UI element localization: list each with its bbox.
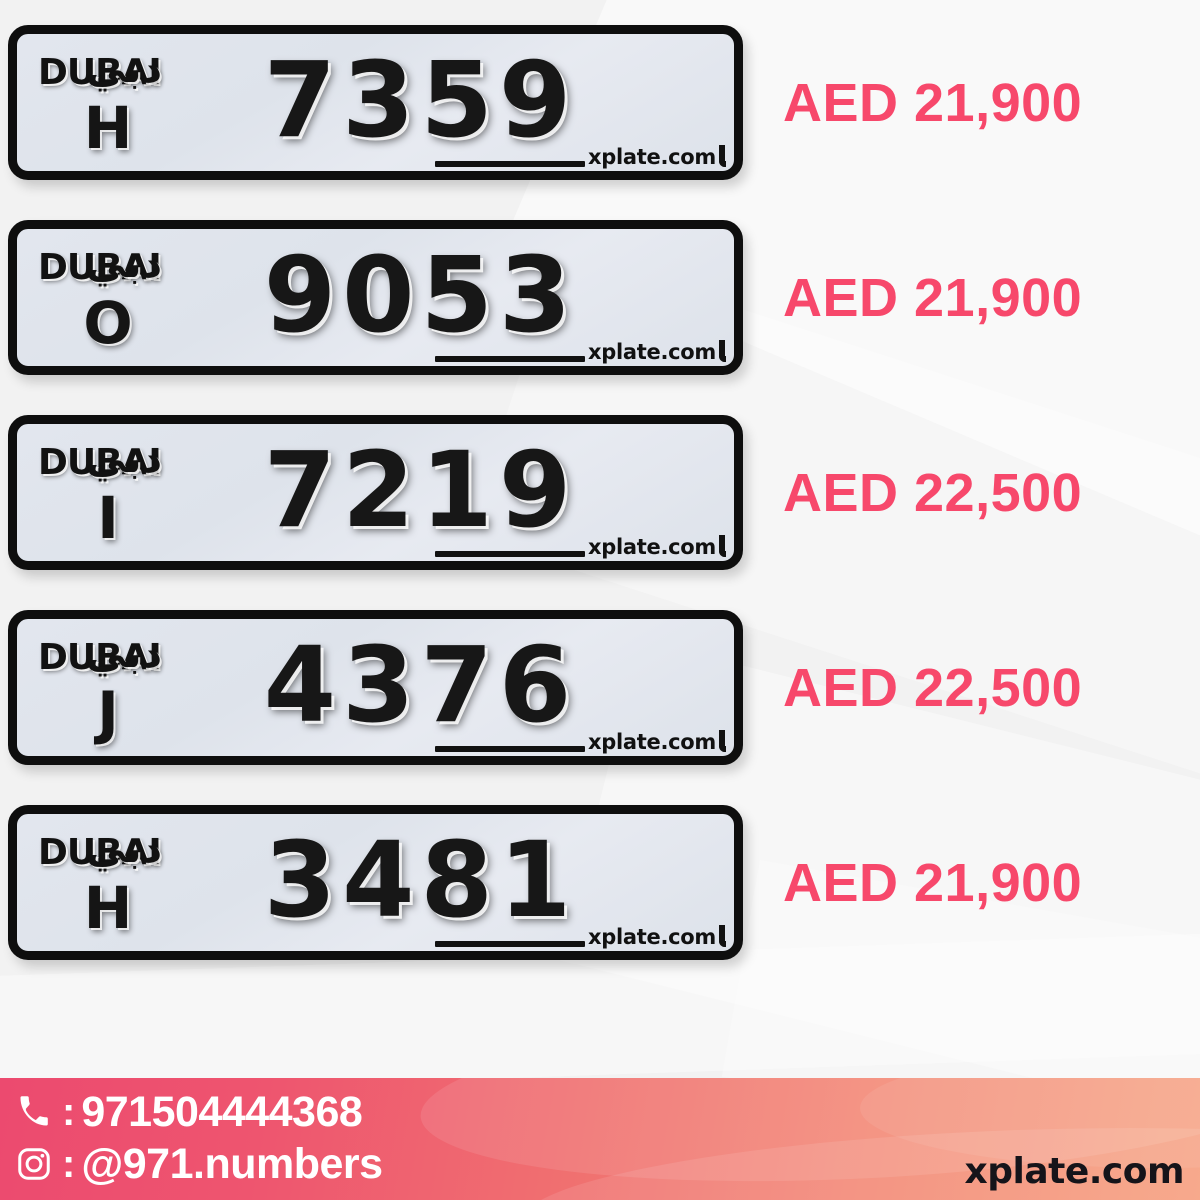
plate-row: DUBAI دبي O 9053 xplate.com AED 21,900 (0, 200, 1200, 395)
dubai-english-text: DUBAI (38, 831, 162, 873)
plate-price: AED 22,500 (783, 657, 1083, 718)
plate-price: AED 22,500 (783, 462, 1083, 523)
plate-container[interactable]: DUBAI دبي I 7219 xplate.com (0, 415, 750, 570)
plate-price: AED 21,900 (783, 267, 1083, 328)
plate-container[interactable]: DUBAI دبي H 3481 xplate.com (0, 805, 750, 960)
plate-number: 7359 (263, 38, 578, 161)
phone-icon (14, 1092, 54, 1132)
dubai-arabic-text: دبي (85, 45, 162, 92)
dubai-emblem: DUBAI دبي (38, 49, 178, 97)
plate-number: 4376 (263, 623, 578, 746)
dubai-arabic-text: دبي (85, 825, 162, 872)
footer-brand-logo[interactable]: xplate.com (964, 1151, 1184, 1192)
phone-number: 971504444368 (81, 1087, 363, 1136)
plate-code-letter: H (83, 873, 133, 942)
plate-row: DUBAI دبي J 4376 xplate.com AED 22,500 (0, 590, 1200, 785)
dubai-emblem: DUBAI دبي (38, 634, 178, 682)
dubai-emblem: DUBAI دبي (38, 244, 178, 292)
plate-container[interactable]: DUBAI دبي J 4376 xplate.com (0, 610, 750, 765)
footer-contact-block: : 971504444368 : @971.numbers (14, 1086, 383, 1190)
plate-number: 3481 (263, 818, 578, 941)
dubai-arabic-text: دبي (85, 240, 162, 287)
plate-price: AED 21,900 (783, 852, 1083, 913)
plate-left-block: DUBAI دبي J (17, 619, 199, 756)
instagram-contact-line[interactable]: : @971.numbers (14, 1138, 383, 1190)
plate-row: DUBAI دبي H 7359 xplate.com AED 21,900 (0, 5, 1200, 200)
plate-number: 7219 (263, 428, 578, 551)
plate-number: 9053 (263, 233, 578, 356)
license-plate[interactable]: DUBAI دبي H 3481 xplate.com (8, 805, 743, 960)
plate-container[interactable]: DUBAI دبي H 7359 xplate.com (0, 25, 750, 180)
plate-row: DUBAI دبي I 7219 xplate.com AED 22,500 (0, 395, 1200, 590)
license-plate[interactable]: DUBAI دبي O 9053 xplate.com (8, 220, 743, 375)
instagram-separator: : (62, 1142, 76, 1186)
plate-left-block: DUBAI دبي O (17, 229, 199, 366)
plate-price: AED 21,900 (783, 72, 1083, 133)
dubai-emblem: DUBAI دبي (38, 829, 178, 877)
instagram-icon (14, 1144, 54, 1184)
dubai-arabic-text: دبي (85, 630, 162, 677)
plate-code-letter: O (83, 288, 133, 357)
plate-listing: DUBAI دبي H 7359 xplate.com AED 21,900 (0, 5, 1200, 980)
dubai-english-text: DUBAI (38, 51, 162, 93)
license-plate[interactable]: DUBAI دبي J 4376 xplate.com (8, 610, 743, 765)
plate-container[interactable]: DUBAI دبي O 9053 xplate.com (0, 220, 750, 375)
contact-footer: : 971504444368 : @971.numbers xplate.com (0, 1078, 1200, 1200)
dubai-emblem: DUBAI دبي (38, 439, 178, 487)
phone-separator: : (62, 1090, 76, 1134)
license-plate[interactable]: DUBAI دبي H 7359 xplate.com (8, 25, 743, 180)
license-plate[interactable]: DUBAI دبي I 7219 xplate.com (8, 415, 743, 570)
phone-contact-line[interactable]: : 971504444368 (14, 1086, 383, 1138)
dubai-english-text: DUBAI (38, 441, 162, 483)
dubai-english-text: DUBAI (38, 246, 162, 288)
plate-code-letter: H (83, 93, 133, 162)
plate-code-letter: I (97, 483, 119, 552)
plate-code-letter: J (97, 678, 119, 747)
plate-left-block: DUBAI دبي I (17, 424, 199, 561)
plate-row: DUBAI دبي H 3481 xplate.com AED 21,900 (0, 785, 1200, 980)
plate-left-block: DUBAI دبي H (17, 814, 199, 951)
plate-left-block: DUBAI دبي H (17, 34, 199, 171)
dubai-english-text: DUBAI (38, 636, 162, 678)
instagram-handle: @971.numbers (81, 1139, 383, 1188)
dubai-arabic-text: دبي (85, 435, 162, 482)
